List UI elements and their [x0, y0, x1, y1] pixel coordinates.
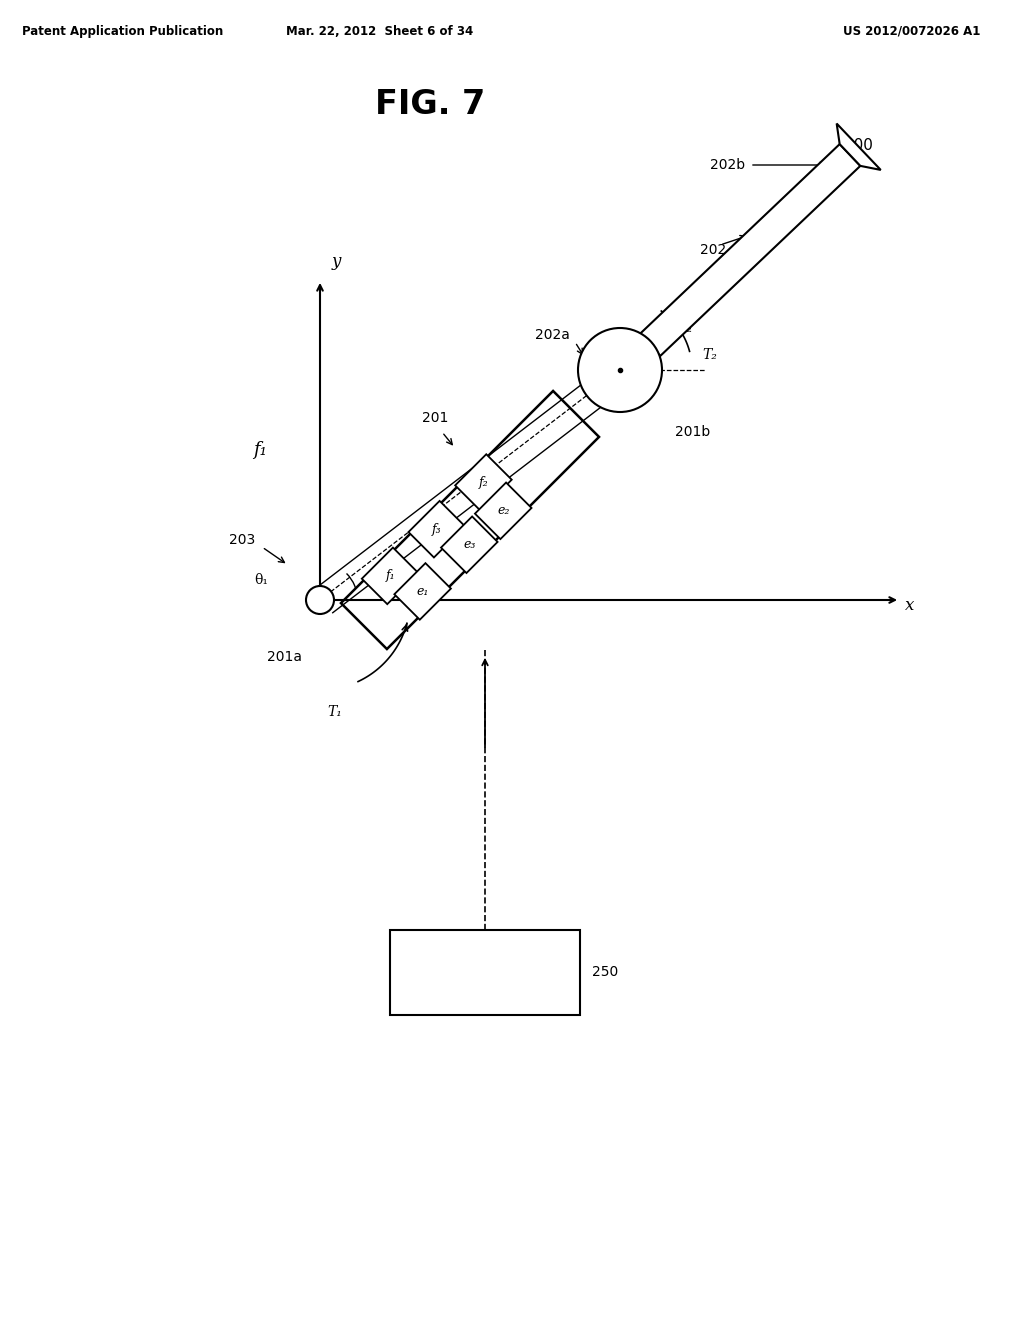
Circle shape	[578, 327, 662, 412]
Text: f₂: f₂	[478, 477, 488, 488]
Polygon shape	[361, 548, 419, 605]
Text: FIG. 7: FIG. 7	[375, 88, 485, 121]
Polygon shape	[475, 483, 531, 539]
Text: 202b: 202b	[710, 158, 745, 172]
Polygon shape	[455, 454, 512, 511]
Text: Patent Application Publication: Patent Application Publication	[22, 25, 223, 38]
Polygon shape	[341, 391, 599, 649]
Polygon shape	[409, 500, 465, 557]
Text: e₃: e₃	[463, 539, 475, 552]
Text: 200: 200	[845, 137, 873, 153]
Text: 201b: 201b	[675, 425, 711, 440]
Text: 202: 202	[700, 243, 726, 257]
Polygon shape	[441, 516, 498, 573]
Text: f₁: f₁	[253, 441, 267, 459]
Text: θ₂: θ₂	[678, 321, 692, 335]
Text: 202a: 202a	[536, 327, 570, 342]
Bar	[390, 931, 580, 1015]
Text: 203: 203	[228, 533, 255, 546]
Text: x: x	[905, 597, 914, 614]
Text: 201: 201	[422, 411, 449, 425]
Text: 250: 250	[592, 965, 618, 979]
Polygon shape	[394, 564, 451, 619]
Text: e₁: e₁	[417, 585, 429, 598]
Text: y: y	[332, 253, 341, 271]
Text: US 2012/0072026 A1: US 2012/0072026 A1	[843, 25, 980, 38]
Polygon shape	[837, 124, 881, 170]
Polygon shape	[640, 144, 860, 356]
Text: f₃: f₃	[432, 523, 441, 536]
Text: T₁: T₁	[328, 705, 342, 719]
Text: f₁: f₁	[385, 569, 395, 582]
Text: θ₁: θ₁	[254, 573, 268, 587]
Text: 201a: 201a	[267, 649, 302, 664]
Text: e₂: e₂	[497, 504, 509, 517]
Text: T₂: T₂	[702, 348, 717, 362]
Circle shape	[306, 586, 334, 614]
Text: Mar. 22, 2012  Sheet 6 of 34: Mar. 22, 2012 Sheet 6 of 34	[287, 25, 474, 38]
